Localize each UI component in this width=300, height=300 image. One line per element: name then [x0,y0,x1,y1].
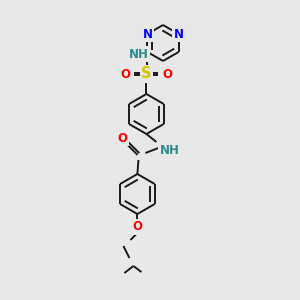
Text: O: O [162,68,172,80]
Text: N: N [142,28,152,40]
Text: O: O [120,68,130,80]
Text: O: O [117,131,128,145]
Text: NH: NH [128,47,148,61]
Text: S: S [141,67,152,82]
Text: NH: NH [160,143,179,157]
Text: O: O [132,220,142,233]
Text: N: N [174,28,184,40]
